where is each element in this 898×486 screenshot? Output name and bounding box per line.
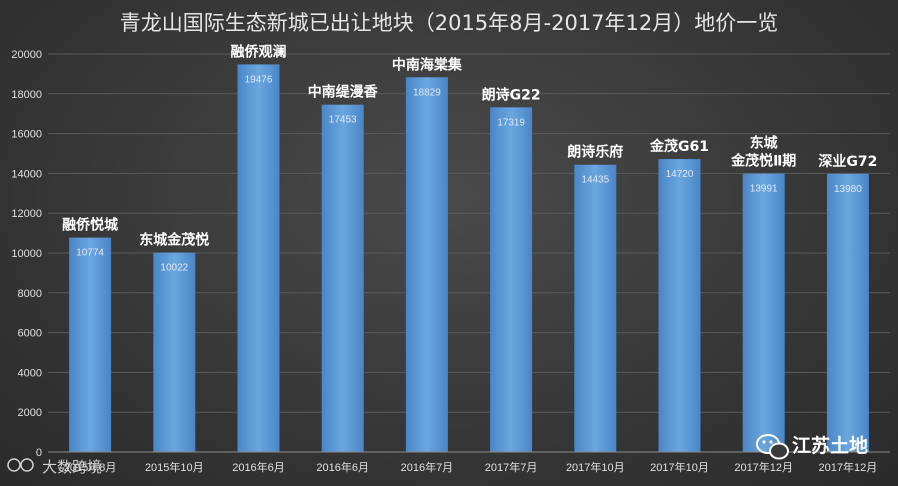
bar-value-label: 13980 [834, 184, 862, 195]
bar-value-label: 10774 [76, 248, 104, 259]
bar-value-label: 17453 [329, 115, 357, 126]
x-tick-label: 2017年7月 [485, 460, 538, 474]
bar-value-label: 19476 [245, 74, 273, 85]
y-tick-label: 10000 [11, 248, 42, 260]
x-tick-label: 2017年12月 [734, 460, 793, 474]
y-tick-label: 20000 [11, 49, 42, 61]
x-tick-label: 2016年6月 [232, 460, 285, 474]
chart-title: 青龙山国际生态新城已出让地块（2015年8月-2017年12月）地价一览 [120, 11, 779, 35]
wechat-account-name: 江苏土地 [792, 434, 868, 457]
bar [490, 107, 533, 452]
x-tick-label: 2016年7月 [401, 460, 454, 474]
bar [574, 164, 617, 452]
x-tick-label: 2016年6月 [316, 460, 369, 474]
bar [321, 104, 364, 452]
y-tick-label: 18000 [11, 89, 42, 101]
y-tick-label: 6000 [18, 328, 42, 340]
x-tick-label: 2017年10月 [566, 460, 625, 474]
wechat-icon [756, 434, 789, 460]
bar [826, 173, 869, 452]
bar [153, 252, 196, 452]
project-label: 东城金茂悦 [139, 232, 209, 249]
y-tick-label: 12000 [11, 208, 42, 220]
axes: 0 2000 4000 6000 8000 10000 12000 14000 16000 180… [11, 49, 890, 474]
bar-value-label: 14720 [666, 169, 694, 180]
project-label: 融侨悦城 [62, 217, 118, 234]
wechat-watermark: 江苏土地 [756, 434, 868, 460]
project-label: 朗诗乐府 [567, 144, 623, 161]
x-tick-label: 2015年8月 [64, 460, 117, 474]
brand-logo-icon [7, 458, 34, 472]
bar-value-label: 18829 [413, 87, 441, 98]
bar [237, 64, 280, 452]
bar-value-label: 13991 [750, 184, 778, 195]
project-label: 深业G72 [818, 153, 877, 170]
bar-value-label: 10022 [160, 263, 188, 274]
bars [69, 64, 869, 452]
bottom-left-watermark: 大数跨境 [7, 458, 102, 476]
project-label: 中南海棠集 [392, 56, 463, 73]
bar [742, 173, 785, 452]
y-tick-label: 16000 [11, 129, 42, 141]
project-label: 金茂G61 [649, 138, 709, 155]
project-label: 融侨观澜 [231, 43, 287, 60]
x-tick-label: 2015年10月 [145, 460, 204, 474]
bar [658, 159, 701, 452]
x-tick-label: 2017年12月 [819, 460, 878, 474]
y-tick-label: 14000 [11, 168, 42, 180]
project-label: 金茂悦Ⅱ期 [730, 153, 796, 170]
bar [405, 77, 448, 452]
y-tick-label: 2000 [18, 407, 42, 419]
bar-value-label: 14435 [581, 175, 609, 186]
project-label: 朗诗G22 [482, 86, 541, 103]
y-tick-label: 0 [36, 447, 42, 459]
y-tick-label: 8000 [18, 288, 42, 300]
y-tick-label: 4000 [18, 367, 42, 379]
project-label: 中南缇漫香 [308, 84, 379, 101]
brand-watermark-text: 大数跨境 [42, 458, 102, 476]
bar-labels: 10774 融侨悦城 10022 东城金茂悦 19476 融侨观澜 17453 中南缇漫香 18… [62, 43, 877, 273]
bar [69, 237, 112, 452]
x-tick-label: 2017年10月 [650, 460, 709, 474]
project-label: 东城 [750, 135, 778, 152]
bar-value-label: 17319 [497, 117, 525, 128]
